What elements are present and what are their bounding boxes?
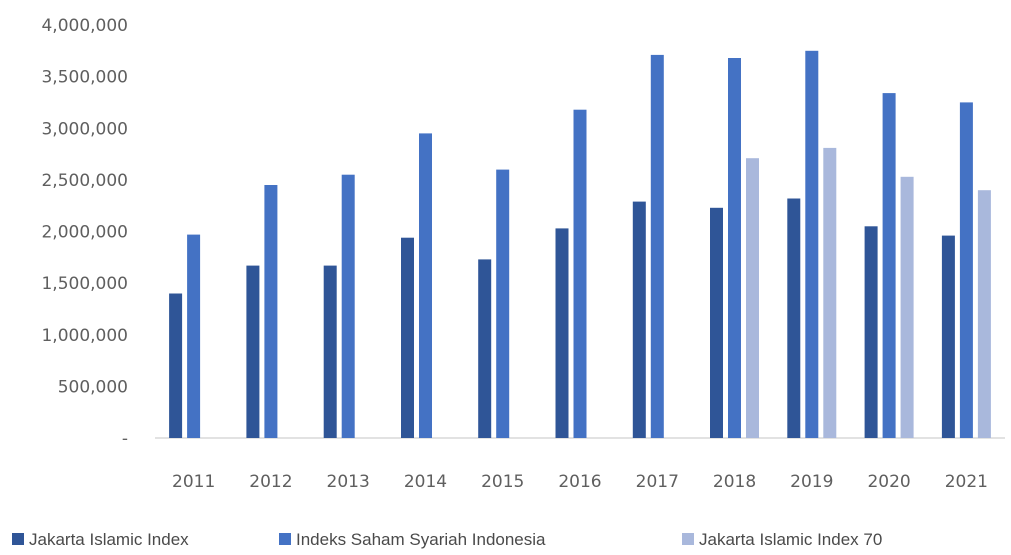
x-tick-label: 2018: [713, 472, 756, 492]
bar: [419, 133, 432, 438]
y-tick-label: 1,000,000: [41, 326, 128, 346]
y-tick-label: 3,000,000: [41, 119, 128, 139]
bar: [169, 293, 183, 438]
bar: [496, 169, 510, 438]
x-tick-label: 2017: [636, 472, 679, 492]
bar: [728, 58, 741, 438]
x-tick-label: 2013: [327, 472, 370, 492]
bar: [746, 158, 759, 438]
bar: [977, 190, 991, 438]
y-tick-label: 2,500,000: [41, 171, 128, 191]
bar: [650, 54, 664, 439]
x-tick-label: 2019: [790, 472, 833, 492]
y-tick-label: 500,000: [58, 377, 128, 397]
bar: [555, 228, 569, 438]
legend-label: Indeks Saham Syariah Indonesia: [296, 530, 546, 549]
bar: [882, 93, 896, 438]
x-tick-label: 2015: [481, 472, 524, 492]
bar: [478, 259, 492, 438]
x-tick-label: 2021: [945, 472, 988, 492]
legend: Jakarta Islamic Index Indeks Saham Syaria…: [12, 530, 882, 549]
y-tick-label: -: [122, 429, 128, 449]
x-axis-ticks: 2011 2012 2013 2014 2015 2016 2017 2018 2019 2020…: [172, 472, 988, 492]
bar: [401, 237, 414, 438]
bar: [323, 265, 337, 438]
bar: [900, 176, 914, 439]
y-axis-ticks: - 500,000 1,000,000 1,500,000 2,000,000 2,500…: [41, 16, 128, 449]
y-tick-label: 3,500,000: [41, 68, 128, 88]
legend-swatch: [12, 533, 24, 545]
x-tick-label: 2014: [404, 472, 447, 492]
bar: [573, 109, 587, 438]
legend-label: Jakarta Islamic Index: [29, 530, 189, 549]
bar: [805, 50, 819, 439]
bar: [864, 226, 878, 438]
bar: [823, 147, 837, 438]
y-tick-label: 4,000,000: [41, 16, 128, 36]
y-tick-label: 2,000,000: [41, 223, 128, 243]
bar: [959, 102, 973, 439]
bar: [341, 174, 355, 438]
bar: [246, 265, 260, 438]
bar: [787, 198, 801, 438]
bar: [710, 207, 723, 438]
x-tick-label: 2016: [558, 472, 601, 492]
y-tick-label: 1,500,000: [41, 274, 128, 294]
x-tick-label: 2020: [867, 472, 910, 492]
bar: [941, 235, 955, 438]
bar: [264, 185, 278, 438]
legend-swatch: [279, 533, 291, 545]
x-tick-label: 2012: [249, 472, 292, 492]
x-tick-label: 2011: [172, 472, 215, 492]
bar: [632, 201, 646, 438]
bar: [187, 234, 201, 438]
bar-series-group: [169, 50, 991, 439]
legend-label: Jakarta Islamic Index 70: [699, 530, 882, 549]
legend-swatch: [682, 533, 694, 545]
